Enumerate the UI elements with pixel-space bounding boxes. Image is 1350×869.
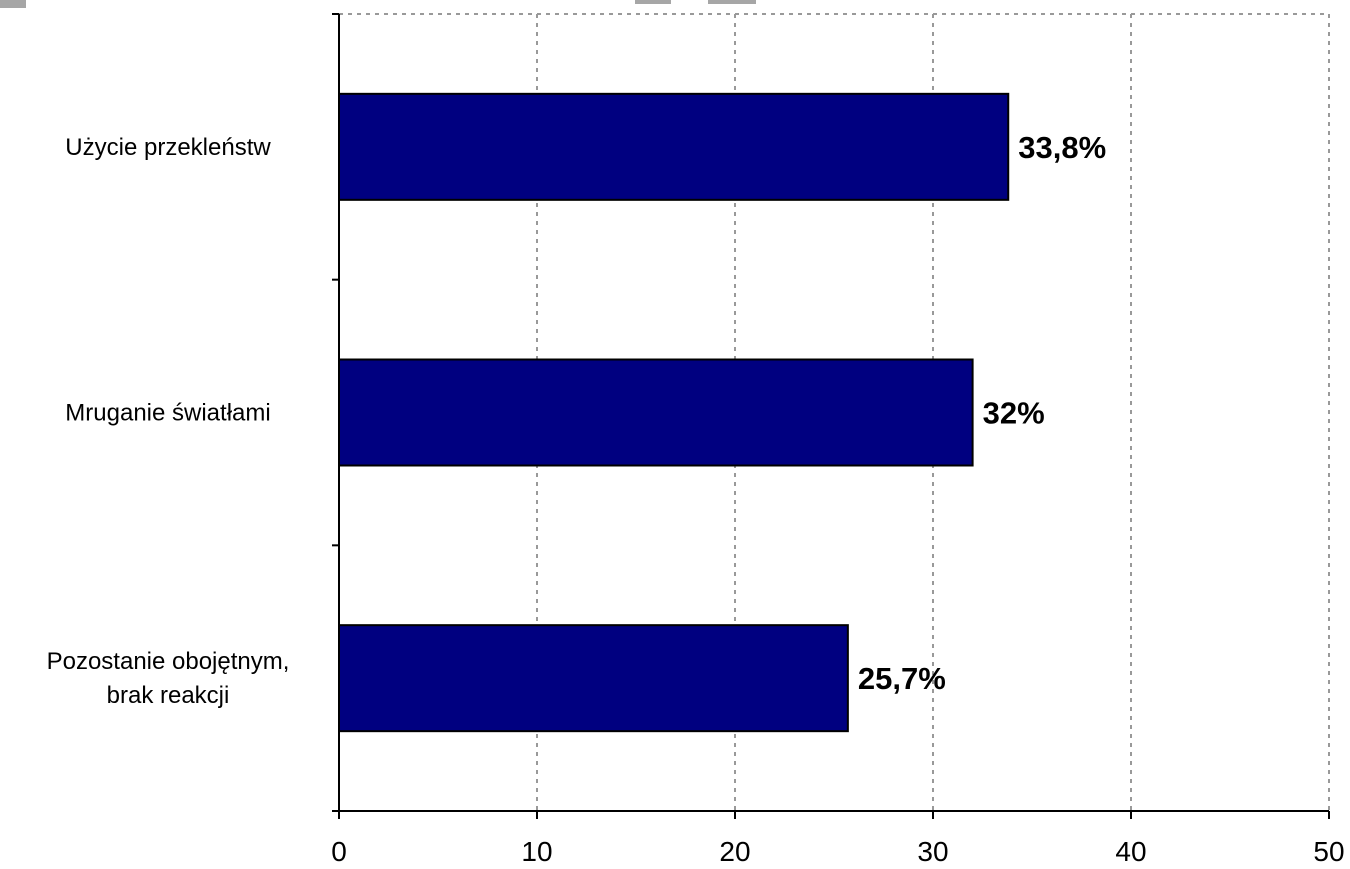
category-label: Pozostanie obojętnym, brak reakcji bbox=[47, 648, 290, 709]
bar bbox=[338, 92, 1010, 201]
labels-layer: 33,8% Użycie przekleństw 32% Mruganie świat… bbox=[47, 130, 1345, 867]
title-fragment bbox=[0, 0, 756, 8]
x-tick-label: 50 bbox=[1313, 836, 1344, 867]
title-fragment-stroke bbox=[708, 0, 756, 4]
category-label-line: Pozostanie obojętnym, bbox=[47, 648, 290, 675]
title-fragment-stroke bbox=[635, 0, 671, 4]
data-label: 25,7% bbox=[858, 661, 946, 696]
x-tick-label: 30 bbox=[917, 836, 948, 867]
category-label-line: Użycie przekleństw bbox=[65, 134, 271, 161]
bar bbox=[338, 358, 974, 467]
title-fragment-stroke bbox=[0, 0, 26, 8]
bar bbox=[338, 624, 849, 733]
category-label: Użycie przekleństw bbox=[65, 134, 271, 161]
category-label-line: Mruganie światłami bbox=[65, 400, 270, 427]
x-tick-label: 40 bbox=[1115, 836, 1146, 867]
bars-layer bbox=[338, 92, 1010, 733]
x-tick-label: 0 bbox=[331, 836, 347, 867]
category-label-line: brak reakcji bbox=[107, 682, 230, 709]
x-tick-label: 10 bbox=[521, 836, 552, 867]
data-label: 33,8% bbox=[1018, 130, 1106, 165]
data-label: 32% bbox=[983, 396, 1045, 431]
category-label: Mruganie światłami bbox=[65, 400, 270, 427]
x-tick-label: 20 bbox=[719, 836, 750, 867]
axis-layer bbox=[332, 13, 1330, 819]
